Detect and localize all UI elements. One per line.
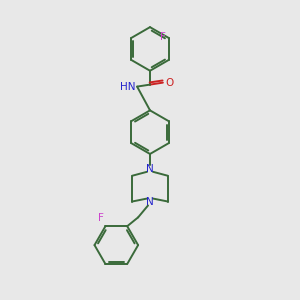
Text: F: F bbox=[160, 32, 166, 42]
Text: HN: HN bbox=[120, 82, 135, 92]
Text: N: N bbox=[146, 164, 154, 174]
Text: O: O bbox=[166, 78, 174, 88]
Text: F: F bbox=[98, 213, 103, 223]
Text: N: N bbox=[146, 196, 154, 206]
